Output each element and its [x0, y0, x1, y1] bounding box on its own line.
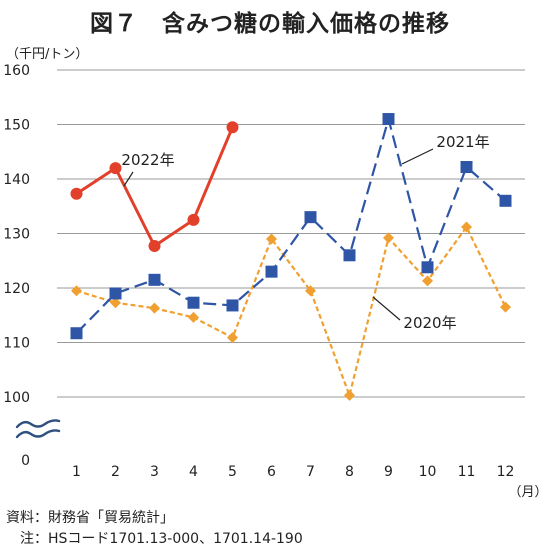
marker-2020年-4	[188, 311, 199, 323]
series-line-2021年	[75, 118, 507, 334]
y-tick-120: 120	[3, 281, 30, 297]
marker-2021年-6	[265, 265, 278, 278]
x-tick-7: 7	[306, 464, 315, 480]
marker-2021年-4	[187, 296, 200, 309]
y-tick-130: 130	[3, 227, 30, 243]
marker-2022年-1	[70, 187, 83, 200]
marker-2021年-1	[70, 327, 83, 340]
marker-2021年-3	[148, 273, 161, 286]
marker-2022年-4	[187, 213, 200, 226]
marker-2021年-12	[499, 194, 512, 207]
marker-2021年-7	[304, 211, 317, 224]
marker-2020年-9	[383, 232, 394, 244]
marker-2021年-9	[382, 113, 395, 126]
marker-2020年-2	[110, 297, 121, 309]
series-labels: 2022年 2021年 2020年	[121, 133, 489, 332]
marker-2022年-3	[148, 240, 161, 253]
y-tick-150: 150	[3, 118, 30, 134]
x-tick-11: 11	[458, 464, 476, 480]
x-tick-labels: 1 2 3 4 5 6 7 8 9 10 11 12	[72, 464, 514, 480]
y-axis-unit-label: （千円/トン）	[6, 47, 89, 62]
x-tick-5: 5	[228, 464, 237, 480]
series-label-2022年: 2022年	[121, 151, 174, 169]
axis-break-wave-1	[15, 419, 61, 429]
marker-2022年-5	[226, 121, 239, 134]
series-label-leader-2020年	[372, 296, 401, 321]
source-note: 資料：財務省「貿易統計」	[6, 510, 174, 526]
y-tick-160: 160	[3, 63, 30, 79]
marker-2021年-11	[460, 161, 473, 174]
series-label-2021年: 2021年	[436, 133, 489, 151]
series-line-2022年	[75, 126, 234, 248]
marker-2020年-8	[344, 389, 355, 401]
x-tick-3: 3	[150, 464, 159, 480]
series-line-2020年	[76, 225, 507, 397]
marker-2020年-10	[422, 275, 433, 287]
x-tick-8: 8	[345, 464, 354, 480]
series-label-leader-2021年	[401, 148, 434, 165]
chart-title: 図７ 含みつ糖の輸入価格の推移	[90, 11, 450, 37]
x-axis-unit-label: （月）	[508, 485, 540, 500]
axis-break-wave-2	[15, 429, 61, 439]
y-tick-110: 110	[3, 336, 30, 352]
x-tick-6: 6	[267, 464, 276, 480]
marker-2020年-3	[149, 302, 160, 314]
marker-2022年-2	[109, 162, 122, 175]
x-tick-1: 1	[72, 464, 81, 480]
y-tick-labels: 0 100 110 120 130 140 150 160	[3, 63, 30, 469]
series-markers	[70, 113, 512, 401]
series-label-leader-2022年	[123, 171, 134, 187]
marker-2021年-5	[226, 299, 239, 312]
axis-break-mark	[15, 419, 61, 439]
y-tick-0: 0	[21, 453, 30, 469]
grid-lines	[57, 69, 525, 398]
chart-notes: 資料：財務省「貿易統計」 注：HSコード1701.13-000、1701.14-…	[6, 508, 303, 550]
marker-2020年-6	[266, 233, 277, 245]
x-tick-2: 2	[111, 464, 120, 480]
x-tick-4: 4	[189, 464, 198, 480]
marker-2020年-11	[461, 221, 472, 233]
x-tick-10: 10	[419, 464, 437, 480]
hs-code-note: 注：HSコード1701.13-000、1701.14-190	[6, 531, 303, 547]
marker-2020年-5	[227, 332, 238, 344]
marker-2020年-12	[500, 301, 511, 313]
marker-2020年-7	[305, 285, 316, 297]
marker-2021年-10	[421, 261, 434, 274]
marker-2020年-1	[71, 285, 82, 297]
y-tick-140: 140	[3, 172, 30, 188]
x-tick-9: 9	[384, 464, 393, 480]
x-tick-12: 12	[497, 464, 515, 480]
marker-2021年-2	[109, 287, 122, 300]
marker-2021年-8	[343, 249, 356, 262]
y-tick-100: 100	[3, 390, 30, 406]
series-label-2020年: 2020年	[403, 314, 456, 332]
